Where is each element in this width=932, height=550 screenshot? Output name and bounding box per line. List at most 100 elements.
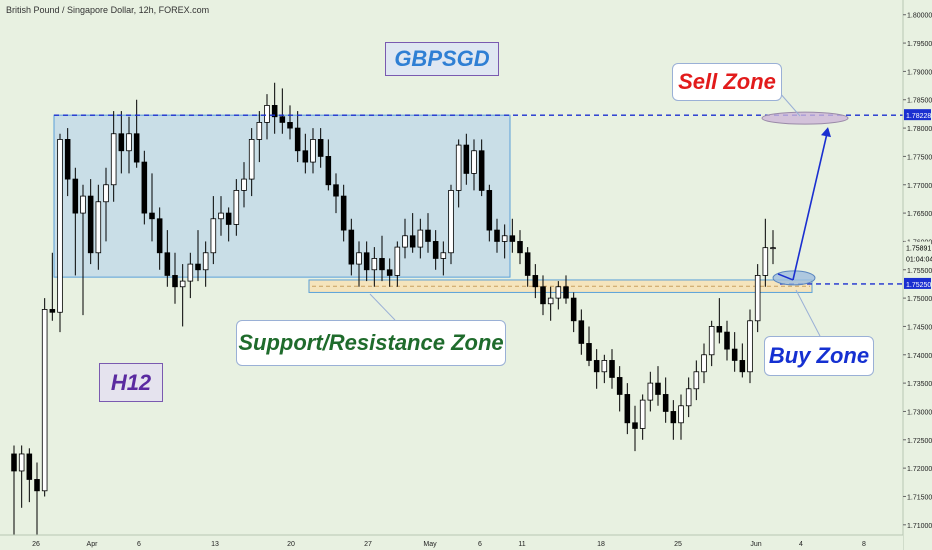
candle-body — [724, 331, 730, 350]
candle-body — [49, 309, 56, 313]
candle — [563, 275, 569, 304]
countdown-tag: 01:04:04 — [904, 252, 932, 264]
candle — [402, 218, 408, 259]
candle — [164, 230, 171, 287]
candle — [455, 139, 462, 208]
candle-body — [693, 371, 700, 390]
candle-body — [317, 139, 324, 157]
price-tick-label: 1.76500 — [907, 211, 932, 218]
candle-body — [279, 116, 286, 123]
candle — [11, 445, 17, 537]
candle — [593, 349, 600, 389]
candle — [463, 133, 470, 185]
candle — [348, 218, 355, 276]
candle-body — [256, 122, 263, 140]
candle — [731, 332, 738, 372]
candle — [701, 343, 707, 384]
candle-body — [486, 190, 493, 231]
candle — [271, 82, 278, 134]
candle-body — [156, 218, 163, 254]
price-tick-label: 1.77500 — [907, 154, 932, 161]
chart-header: British Pound / Singapore Dollar, 12h, F… — [6, 5, 210, 15]
candle — [609, 349, 615, 389]
price-path-up — [792, 128, 829, 281]
candle — [394, 241, 401, 287]
time-axis[interactable]: 26 Apr 6 13 20 27 May 6 11 18 25 Jun 4 8 — [0, 534, 903, 550]
candle — [494, 218, 500, 253]
candle-body — [670, 411, 677, 424]
candle — [80, 184, 86, 316]
candle-body — [570, 297, 577, 322]
price-tick-label: 1.72500 — [907, 438, 932, 445]
price-tick-label: 1.73000 — [907, 409, 932, 416]
candle-body — [593, 360, 600, 373]
price-path-down — [777, 273, 794, 281]
candle — [662, 377, 669, 423]
sell-zone-text: Sell Zone — [678, 69, 776, 94]
candle — [425, 213, 431, 253]
time-tick-label: May — [423, 541, 437, 548]
candle-body — [417, 229, 424, 248]
candle — [57, 133, 63, 333]
candle-body — [87, 195, 94, 254]
candle — [647, 371, 654, 412]
candle-body — [233, 190, 240, 225]
candle — [156, 207, 163, 270]
price-axis[interactable]: 1.80000 1.79500 1.79000 1.78500 1.78000 1.775… — [902, 0, 932, 550]
candle — [639, 394, 646, 440]
candle-body — [340, 195, 347, 231]
candle-body — [402, 235, 408, 248]
candle — [202, 241, 209, 287]
candle-body — [172, 275, 178, 288]
candle-body — [95, 201, 102, 254]
price-tick-label: 1.75500 — [907, 268, 932, 275]
candle-body — [118, 133, 125, 152]
candle — [118, 111, 125, 174]
candle — [632, 405, 638, 452]
candle-body — [187, 263, 194, 282]
candle — [302, 133, 309, 174]
candle — [670, 400, 677, 440]
candle-body — [455, 144, 462, 191]
candle — [187, 252, 194, 299]
price-tag-current-bg — [904, 241, 931, 253]
candle-body — [363, 252, 370, 271]
timeframe-label: H12 — [99, 363, 163, 402]
candle-body — [195, 263, 201, 271]
candle — [578, 309, 585, 355]
price-tick-label: 1.78000 — [907, 126, 932, 133]
candle — [340, 184, 347, 242]
time-tick-label: 13 — [211, 541, 219, 548]
candle — [34, 462, 40, 537]
candle — [509, 218, 516, 253]
time-tick-label: 26 — [32, 541, 40, 548]
candle-body — [26, 453, 33, 480]
candle — [294, 111, 301, 163]
candle-body — [103, 184, 109, 203]
candle — [218, 196, 224, 236]
countdown-tag-bg — [904, 252, 931, 264]
candle-body — [716, 326, 723, 333]
candle-body — [57, 139, 63, 313]
price-tag-support: 1.75250 — [904, 277, 931, 289]
buy-zone-text: Buy Zone — [768, 343, 870, 368]
candle — [624, 383, 631, 435]
price-tick-label: 1.74500 — [907, 324, 932, 331]
sr-callout-line — [369, 293, 396, 321]
candle-body — [264, 105, 270, 123]
price-tag-resistance-text: 1.78228 — [906, 113, 931, 120]
candle — [501, 224, 508, 259]
candle-body — [762, 247, 769, 276]
candle-body — [685, 388, 692, 407]
candle-body — [248, 139, 255, 180]
candle-body — [179, 280, 186, 288]
price-tick-label: 1.73500 — [907, 381, 932, 388]
candle-body — [202, 252, 209, 271]
candle-body — [655, 382, 661, 395]
candle — [87, 179, 94, 265]
candle — [95, 184, 102, 270]
candle — [256, 111, 263, 163]
candle-body — [325, 156, 332, 186]
